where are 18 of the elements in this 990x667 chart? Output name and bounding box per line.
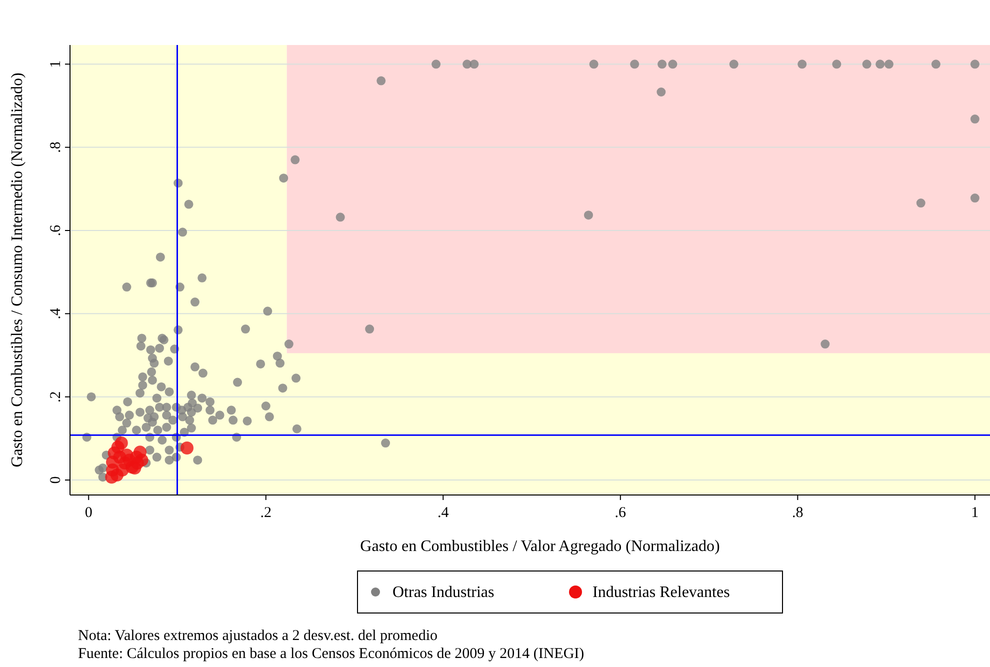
legend-label: Otras Industrias <box>392 584 494 601</box>
x-axis-title: Gasto en Combustibles / Valor Agregado (Normalizado) <box>360 538 720 555</box>
y-tick-label: .6 <box>48 224 64 236</box>
x-tick-label: .2 <box>260 505 272 521</box>
x-tick-label: .8 <box>792 505 804 521</box>
y-tick-label: 1 <box>48 60 64 68</box>
x-tick-label: .4 <box>438 505 450 521</box>
x-tick-label: 1 <box>971 505 979 521</box>
y-tick-label: .4 <box>48 308 64 320</box>
source-note: Fuente: Cálculos propios en base a los Censos Económicos de 2009 y 2014 (INEGI) <box>78 646 584 662</box>
x-tick-label: 0 <box>84 505 92 521</box>
text: Nota: Valores extremos ajustados a 2 desv.est. del promedio <box>78 628 438 644</box>
y-axis-title: Gasto en Combustibles / Consumo Intermedio (Normalizado) <box>9 72 26 468</box>
legend-label: Industrias Relevantes <box>592 584 730 601</box>
y-tick-label: .8 <box>48 142 64 153</box>
x-tick-label: .6 <box>614 505 627 521</box>
y-tick-label: 0 <box>48 476 64 484</box>
y-tick-label: .2 <box>48 391 64 402</box>
